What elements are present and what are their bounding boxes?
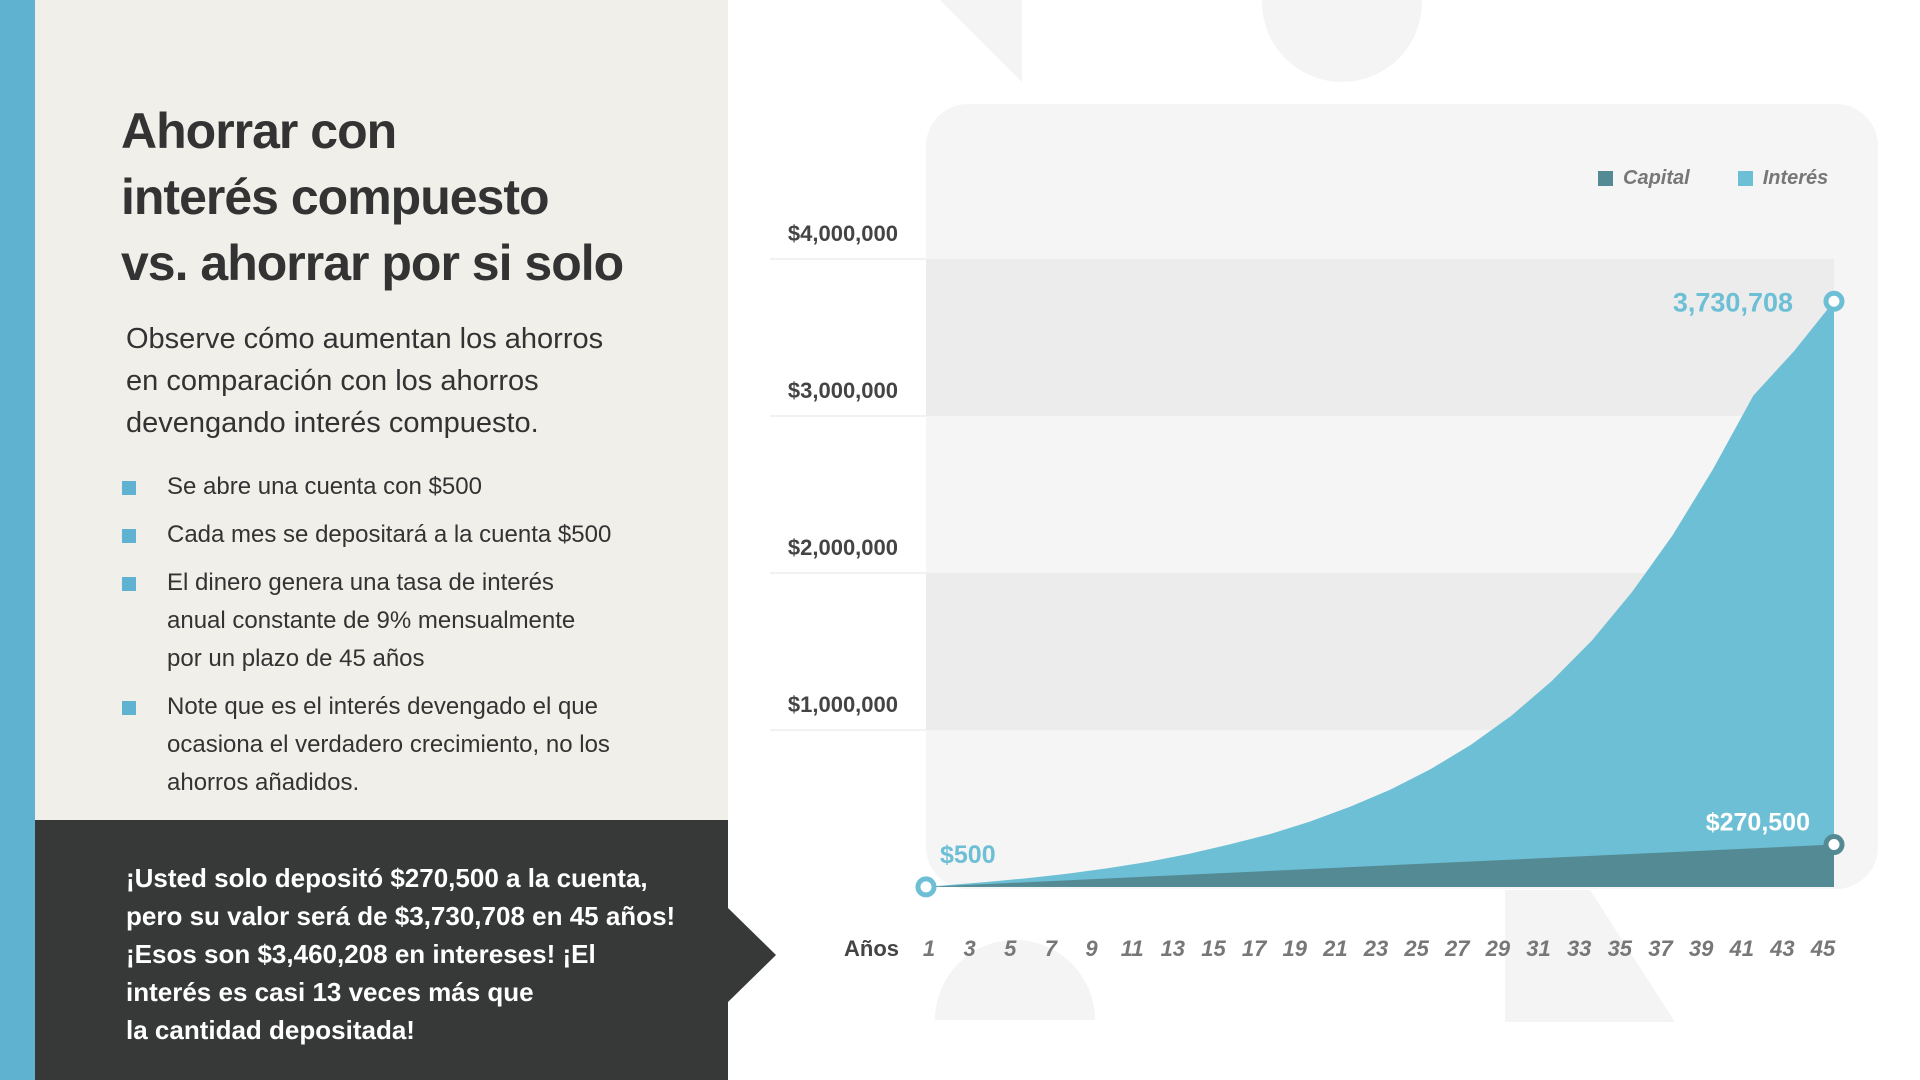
x-tick-label: 23 (1363, 936, 1388, 961)
accent-strip (0, 0, 35, 1080)
callout-panel (35, 820, 728, 1080)
y-axis-labels: $1,000,000 $2,000,000 $3,000,000 $4,000,000 (788, 221, 898, 717)
x-tick-label: 31 (1526, 936, 1550, 961)
x-tick-label: 3 (964, 936, 976, 961)
data-markers (915, 290, 1845, 898)
list-item-text: El dinero genera una tasa de interés (167, 569, 554, 596)
x-tick-label: 45 (1810, 936, 1836, 961)
capital-area (926, 844, 1834, 887)
square-bullet-icon (122, 529, 136, 543)
background-shape (940, 0, 1022, 82)
legend-swatch-interes (1737, 171, 1753, 186)
x-tick-label: 1 (923, 936, 935, 961)
x-tick-label: 15 (1201, 936, 1226, 961)
chart-legend: Capital Interés (1598, 167, 1828, 190)
legend-item-capital: Capital (1598, 167, 1690, 190)
callout-line-3: ¡Esos son $3,460,208 en intereses! ¡El (126, 939, 596, 969)
y-tick-label: $4,000,000 (788, 221, 898, 246)
square-bullet-icon (122, 701, 136, 715)
list-item-text: anual constante de 9% mensualmente (167, 607, 576, 634)
x-tick-label: 21 (1322, 936, 1347, 961)
x-tick-label: 39 (1689, 936, 1714, 961)
data-labels: $500 $270,500 3,730,708 (940, 287, 1810, 869)
list-item-text: ocasiona el verdadero crecimiento, no lo… (167, 731, 610, 758)
list-item: El dinero genera una tasa de interés anu… (122, 564, 682, 678)
legend-label-capital: Capital (1623, 167, 1690, 189)
title-line-2: interés compuesto (121, 169, 550, 225)
x-tick-label: 41 (1728, 936, 1753, 961)
x-tick-label: 9 (1085, 936, 1098, 961)
title-line-3: vs. ahorrar por si solo (121, 235, 624, 291)
list-item-text: Note que es el interés devengado el que (167, 693, 598, 720)
list-item-text: ahorros añadidos. (167, 769, 360, 796)
legend-item-interes: Interés (1737, 167, 1829, 190)
assumption-list: Se abre una cuenta con $500 Cada mes se … (122, 468, 682, 812)
start-marker (915, 876, 937, 898)
x-tick-label: 19 (1282, 936, 1307, 961)
list-item: Cada mes se depositará a la cuenta $500 (122, 516, 682, 554)
interest-area (926, 301, 1834, 887)
interest-end-label: 3,730,708 (1673, 287, 1793, 317)
subtitle-line-1: Observe cómo aumentan los ahorros (126, 323, 604, 355)
interest-end-marker (1823, 290, 1845, 312)
capital-end-marker (1823, 834, 1845, 856)
subtitle-line-3: devengando interés compuesto. (126, 407, 539, 439)
capital-end-label: $270,500 (1706, 809, 1810, 837)
callout-text: ¡Usted solo depositó $270,500 a la cuent… (126, 859, 706, 1049)
x-tick-label: 5 (1004, 936, 1017, 961)
callout-line-2: pero su valor será de $3,730,708 en 45 a… (126, 901, 676, 931)
list-item: Se abre una cuenta con $500 (122, 468, 682, 506)
legend-swatch-capital (1598, 171, 1613, 186)
square-bullet-icon (122, 577, 136, 591)
title-line-1: Ahorrar con (121, 103, 397, 159)
x-tick-label: 29 (1485, 936, 1511, 961)
background-shape (1505, 890, 1675, 1022)
info-panel (35, 0, 728, 820)
subtitle-line-2: en comparación con los ahorros (126, 365, 539, 397)
x-tick-label: 11 (1121, 936, 1144, 961)
y-tick-label: $2,000,000 (788, 535, 898, 560)
y-tick-label: $3,000,000 (788, 378, 898, 403)
list-item-text: Cada mes se depositará a la cuenta $500 (167, 521, 612, 548)
x-tick-label: 37 (1648, 936, 1674, 961)
list-item: Note que es el interés devengado el que … (122, 688, 682, 802)
x-tick-label: 17 (1242, 936, 1268, 961)
x-tick-label: 7 (1045, 936, 1059, 961)
callout-arrow (728, 908, 776, 1002)
x-tick-label: 33 (1567, 936, 1591, 961)
callout-line-5: la cantidad depositada! (126, 1015, 415, 1045)
start-value-label: $500 (940, 841, 996, 869)
square-bullet-icon (122, 481, 136, 495)
list-item-text: Se abre una cuenta con $500 (167, 473, 482, 500)
x-axis-title: Años (844, 936, 899, 961)
subtitle: Observe cómo aumentan los ahorros en com… (126, 318, 686, 444)
grid-lines (770, 258, 926, 731)
x-tick-label: 13 (1161, 936, 1185, 961)
page-title: Ahorrar con interés compuesto vs. ahorra… (121, 98, 681, 296)
list-item-text: por un plazo de 45 años (167, 645, 425, 672)
x-axis-labels: 1 3 5 7 9 11 13 15 17 19 21 23 25 27 29 31 33 35 37 39 41 43 4… (923, 936, 1836, 961)
legend-label-interes: Interés (1762, 167, 1829, 189)
x-tick-label: 43 (1769, 936, 1794, 961)
x-tick-label: 35 (1608, 936, 1633, 961)
y-tick-label: $1,000,000 (788, 692, 898, 717)
callout-line-4: interés es casi 13 veces más que (126, 977, 534, 1007)
grid-band (926, 259, 1834, 416)
x-tick-label: 25 (1403, 936, 1429, 961)
callout-line-1: ¡Usted solo depositó $270,500 a la cuent… (126, 863, 648, 893)
x-tick-label: 27 (1444, 936, 1471, 961)
